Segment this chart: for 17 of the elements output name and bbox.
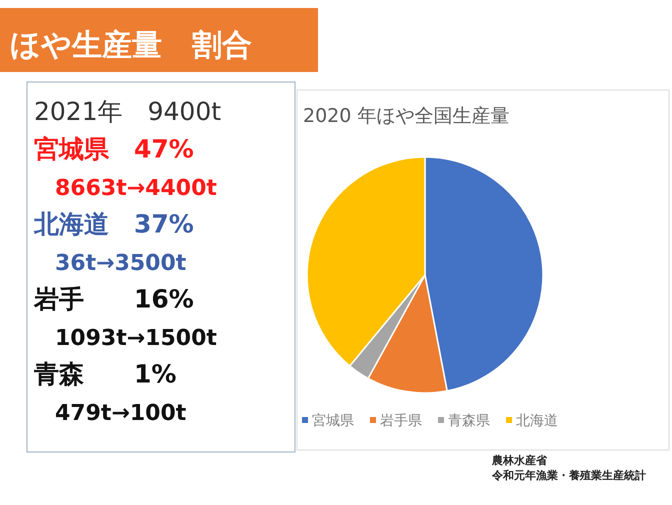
text: 岩手 16% [33,284,194,314]
text: 1093t→1500t [55,326,218,351]
legend-label: 宮城県 [312,413,354,429]
text: 36t→3500t [55,251,187,276]
legend-label: 北海道 [516,413,558,429]
text: ほや生産量 割合 [10,28,252,63]
text: 2021年 9400t [34,97,222,126]
text: 宮城県 47% [34,134,194,164]
legend-label: 岩手県 [380,413,422,429]
text: 令和元年漁業・養殖業生産統計 [491,469,646,482]
text: 479t→100t [55,401,187,426]
legend-label: 青森県 [448,413,490,429]
text: 農林水産省 [491,454,548,467]
text: 8663t→4400t [55,176,218,201]
chart-title: 2020 年ほや全国生産量 [303,105,510,127]
text: 北海道 37% [33,210,194,238]
text: 青森 1% [33,360,176,388]
